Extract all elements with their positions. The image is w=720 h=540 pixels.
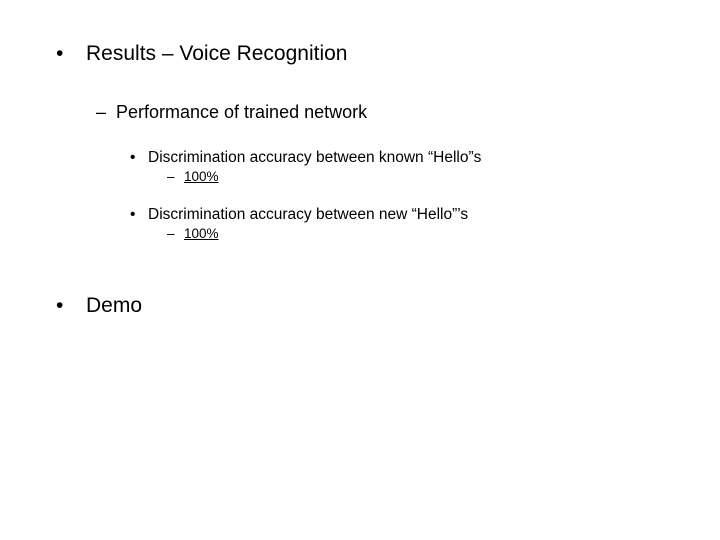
dash-marker: – [167, 226, 175, 241]
accuracy-value: 100% [184, 169, 219, 184]
bullet-text: Discrimination accuracy between new “Hel… [148, 206, 469, 223]
dash-marker: – [167, 169, 175, 184]
bullet-text: Discrimination accuracy between known “H… [148, 149, 482, 166]
dash-marker: – [96, 102, 107, 122]
bullet-marker: • [56, 42, 64, 65]
bullet-marker: • [56, 294, 64, 317]
bullet-text: Demo [86, 294, 143, 317]
bullet-marker: • [130, 206, 136, 223]
bullet-text: Results – Voice Recognition [86, 42, 348, 65]
accuracy-value: 100% [184, 226, 219, 241]
bullet-text: Performance of trained network [116, 102, 368, 122]
bullet-marker: • [130, 149, 136, 166]
